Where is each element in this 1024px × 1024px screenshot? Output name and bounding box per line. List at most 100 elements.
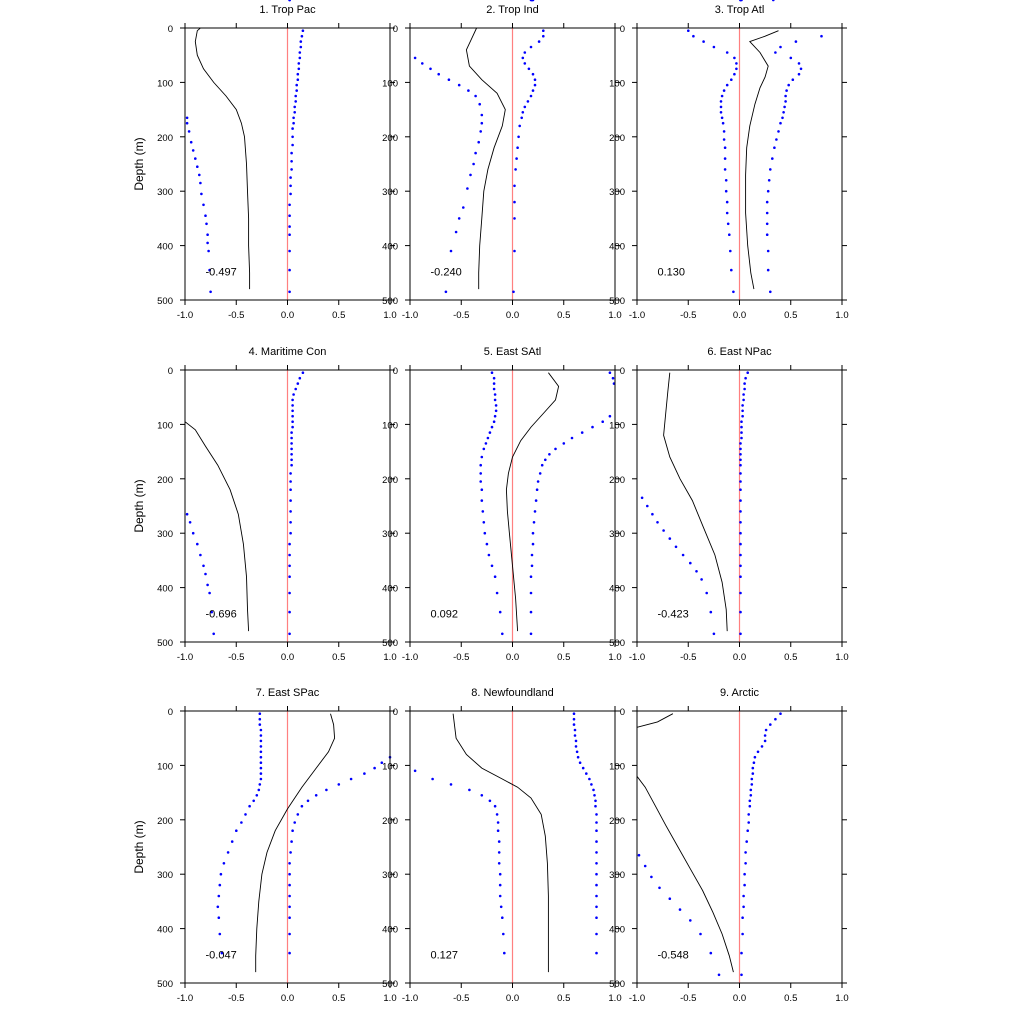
correlation-annotation: 0.130 xyxy=(658,267,686,279)
bound-dot-upper xyxy=(594,804,597,808)
y-tick-label: 300 xyxy=(382,529,398,540)
bound-dot-upper xyxy=(799,67,803,71)
bound-dot-upper xyxy=(306,799,310,803)
x-tick-label: -0.5 xyxy=(680,652,696,663)
bound-dot-lower xyxy=(499,905,503,909)
x-tick-label: -0.5 xyxy=(680,310,696,321)
bound-dot-upper xyxy=(548,453,551,456)
bound-dot-lower xyxy=(189,140,193,144)
bound-dot-upper xyxy=(739,447,742,451)
bound-dot-upper xyxy=(595,813,598,816)
bound-dot-upper xyxy=(739,632,742,636)
bound-dot-upper xyxy=(529,45,533,49)
bound-dot-lower xyxy=(209,290,212,294)
x-tick-label: 1.0 xyxy=(383,310,396,321)
bound-dot-lower xyxy=(479,480,483,483)
bound-dot-lower xyxy=(493,575,497,578)
bound-dot-lower xyxy=(492,420,496,424)
y-tick-label: 100 xyxy=(382,420,398,431)
bound-dot-upper xyxy=(295,83,299,87)
bound-dot-upper xyxy=(753,755,757,759)
panel-title: 6. East NPac xyxy=(707,346,772,358)
y-tick-label: 500 xyxy=(609,296,625,307)
bound-dot-upper xyxy=(520,116,523,120)
x-tick-label: 1.0 xyxy=(835,993,848,1004)
bound-dot-lower xyxy=(259,728,263,732)
bound-dot-upper xyxy=(765,200,769,204)
bound-dot-upper xyxy=(513,217,516,220)
bound-dot-lower xyxy=(702,40,705,43)
bound-dot-upper xyxy=(779,121,782,125)
bound-dot-upper xyxy=(523,105,527,109)
bound-dot-upper xyxy=(291,425,294,429)
bound-dot-lower xyxy=(726,222,730,226)
bound-dot-upper xyxy=(527,67,531,71)
y-tick-label: 100 xyxy=(382,761,398,772)
bound-dot-upper xyxy=(288,862,291,865)
bound-dot-upper xyxy=(574,739,578,743)
bound-dot-upper xyxy=(291,420,294,424)
bound-dot-lower xyxy=(472,162,475,166)
x-tick-label: -1.0 xyxy=(629,993,645,1004)
panel-title: 8. Newfoundland xyxy=(471,687,554,699)
bound-dot-lower xyxy=(640,496,644,500)
bound-dot-lower xyxy=(721,121,725,125)
bound-dot-lower xyxy=(646,504,649,508)
bound-dot-upper xyxy=(380,761,384,764)
bound-dot-lower xyxy=(637,853,641,857)
x-tick-label: -1.0 xyxy=(629,652,645,663)
y-tick-label: 200 xyxy=(609,133,625,144)
bound-dot-upper xyxy=(288,591,291,595)
bound-dot-upper xyxy=(289,472,292,475)
x-tick-label: 0.5 xyxy=(784,310,797,321)
bound-dot-upper xyxy=(784,94,787,98)
y-tick-label: 0 xyxy=(393,366,398,377)
bound-dot-upper xyxy=(538,472,542,475)
y-tick-label: 400 xyxy=(609,242,625,253)
bound-dot-upper xyxy=(288,268,291,272)
y-axis-label: Depth (m) xyxy=(132,479,146,532)
bound-dot-lower xyxy=(219,872,223,876)
bound-dot-lower xyxy=(447,78,451,81)
y-tick-label: 100 xyxy=(157,78,173,89)
bound-dot-upper xyxy=(523,51,527,54)
bound-dot-lower xyxy=(204,214,207,217)
bound-dot-upper xyxy=(290,840,293,843)
bound-dot-lower xyxy=(501,916,504,919)
bound-dot-upper xyxy=(748,799,752,803)
bound-dot-upper xyxy=(288,575,291,578)
bound-dot-lower xyxy=(496,821,500,824)
y-tick-label: 0 xyxy=(393,707,398,718)
bound-dot-upper xyxy=(580,431,584,434)
bound-dot-upper xyxy=(291,409,294,413)
y-tick-label: 300 xyxy=(609,529,625,540)
bound-dot-upper xyxy=(296,72,300,76)
bound-dot-upper xyxy=(763,739,767,743)
bound-dot-upper xyxy=(289,521,292,524)
y-tick-label: 0 xyxy=(168,24,173,35)
y-tick-label: 400 xyxy=(157,242,173,253)
y-tick-label: 200 xyxy=(609,816,625,827)
bound-dot-lower xyxy=(725,51,729,54)
bound-dot-upper xyxy=(743,883,746,887)
panel-title: 7. East SPac xyxy=(256,687,320,699)
bound-dot-lower xyxy=(478,102,482,106)
bound-dot-upper xyxy=(290,463,293,467)
profile-line xyxy=(194,27,251,290)
x-tick-label: -0.5 xyxy=(228,310,244,321)
bound-dot-upper xyxy=(288,610,291,614)
bound-dot-upper xyxy=(765,233,769,236)
bound-dot-lower xyxy=(202,564,205,568)
bound-dot-upper xyxy=(530,564,534,568)
bound-dot-upper xyxy=(570,436,574,440)
bound-dot-lower xyxy=(668,897,672,900)
bound-dot-lower xyxy=(728,233,731,236)
bound-dot-lower xyxy=(723,146,727,149)
bound-dot-lower xyxy=(494,409,498,413)
x-tick-label: 1.0 xyxy=(835,310,848,321)
bound-dot-upper xyxy=(298,51,302,54)
bound-dot-upper xyxy=(739,488,742,492)
bound-dot-upper xyxy=(773,146,776,149)
bound-dot-upper xyxy=(739,458,742,462)
y-tick-label: 100 xyxy=(382,78,398,89)
